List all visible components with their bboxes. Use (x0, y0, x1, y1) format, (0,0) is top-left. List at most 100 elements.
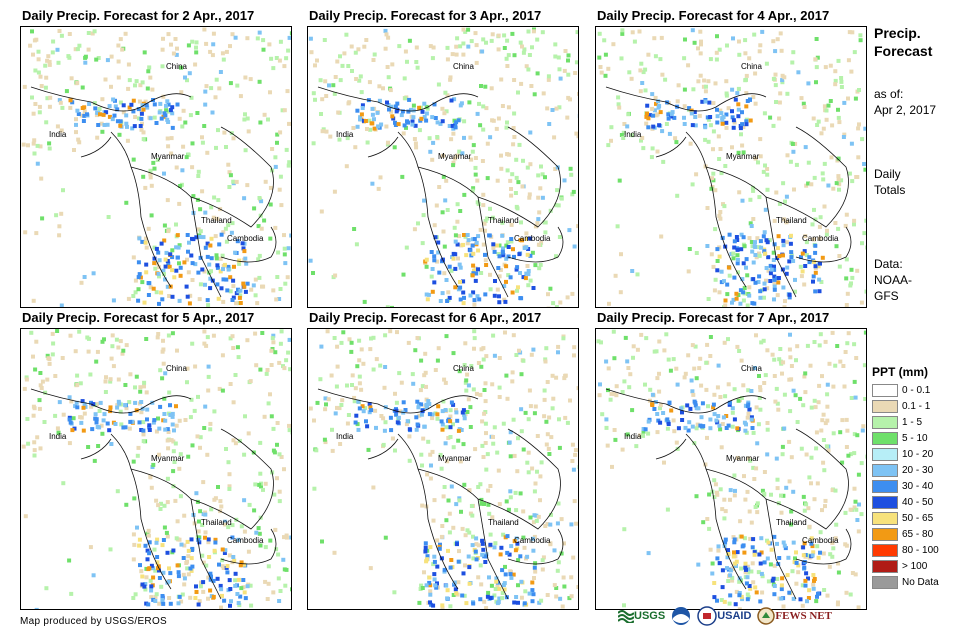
legend-swatch (872, 496, 898, 509)
legend-title-line1: Precip. (874, 25, 921, 41)
usgs-label: USGS (634, 610, 666, 622)
legend-item: 1 - 5 (872, 415, 939, 430)
thailand-label: Thailand (776, 216, 807, 225)
forecast-panel: Daily Precip. Forecast for 7 Apr., 2017 C… (595, 310, 875, 610)
legend-item: 40 - 50 (872, 495, 939, 510)
legend-label: 40 - 50 (902, 497, 934, 508)
legend-item: 0.1 - 1 (872, 399, 939, 414)
thailand-label: Thailand (776, 518, 807, 527)
cambodia-label: Cambodia (227, 234, 264, 243)
legend-swatch (872, 432, 898, 445)
thailand-label: Thailand (201, 518, 232, 527)
thailand-label: Thailand (488, 216, 519, 225)
legend-item: 65 - 80 (872, 527, 939, 542)
panel-title: Daily Precip. Forecast for 5 Apr., 2017 (22, 310, 255, 325)
totals-label: Totals (874, 183, 906, 197)
legend-label: 1 - 5 (902, 417, 923, 428)
legend-item: No Data (872, 575, 939, 590)
precip-field (597, 28, 866, 307)
china-label: China (453, 364, 474, 373)
legend-item: 30 - 40 (872, 479, 939, 494)
daily-label: Daily (874, 167, 901, 181)
precip-map: China India Myanmar Thailand Cambodia (20, 26, 292, 308)
forecast-panel: Daily Precip. Forecast for 3 Apr., 2017 C… (307, 8, 587, 308)
panel-title: Daily Precip. Forecast for 2 Apr., 2017 (22, 8, 255, 23)
precip-map: China India Myanmar Thailand Cambodia (307, 26, 579, 308)
legend-item: 20 - 30 (872, 463, 939, 478)
panel-title: Daily Precip. Forecast for 4 Apr., 2017 (597, 8, 830, 23)
forecast-panel: Daily Precip. Forecast for 6 Apr., 2017 C… (307, 310, 587, 610)
panel-title: Daily Precip. Forecast for 7 Apr., 2017 (597, 310, 830, 325)
data-source-line2: GFS (874, 289, 899, 303)
legend-swatch (872, 400, 898, 413)
legend-swatch (872, 480, 898, 493)
panel-title: Daily Precip. Forecast for 6 Apr., 2017 (309, 310, 542, 325)
china-label: China (166, 62, 187, 71)
fewsnet-label: FEWS NET (775, 610, 832, 622)
legend-label: No Data (902, 577, 939, 588)
country-boundaries (605, 86, 852, 298)
china-label: China (741, 62, 762, 71)
legend-swatch (872, 528, 898, 541)
noaa-logo (671, 606, 691, 626)
credit-text: Map produced by USGS/EROS (20, 616, 168, 627)
cambodia-label: Cambodia (514, 536, 551, 545)
daily-totals-block: Daily Totals (874, 166, 905, 198)
country-boundaries (317, 388, 564, 600)
data-label: Data: (874, 257, 903, 271)
precip-map: China India Myanmar Thailand Cambodia (595, 328, 867, 610)
legend-heading: Precip. Forecast (874, 24, 932, 60)
legend-title: PPT (mm) (872, 365, 929, 379)
cambodia-label: Cambodia (802, 536, 839, 545)
forecast-panel: Daily Precip. Forecast for 4 Apr., 2017 C… (595, 8, 875, 308)
cambodia-label: Cambodia (802, 234, 839, 243)
legend-swatch (872, 448, 898, 461)
india-label: India (624, 432, 642, 441)
agency-logos: USGS USAID FEWS NET (618, 606, 832, 626)
india-label: India (624, 130, 642, 139)
precip-field (21, 329, 291, 609)
as-of-block: as of: Apr 2, 2017 (874, 86, 936, 118)
china-label: China (741, 364, 762, 373)
country-boundaries (30, 388, 277, 600)
myanmar-label: Myanmar (726, 454, 760, 463)
china-label: China (453, 62, 474, 71)
china-label: China (166, 364, 187, 373)
myanmar-label: Myanmar (151, 454, 185, 463)
precip-field (21, 27, 291, 307)
precip-map: China India Myanmar Thailand Cambodia (307, 328, 579, 610)
as-of-label: as of: (874, 87, 904, 101)
legend-item: 80 - 100 (872, 543, 939, 558)
cambodia-label: Cambodia (514, 234, 551, 243)
india-label: India (49, 432, 67, 441)
country-boundaries (317, 86, 564, 298)
legend-swatch (872, 560, 898, 573)
legend-label: 5 - 10 (902, 433, 928, 444)
legend-item: 5 - 10 (872, 431, 939, 446)
legend-label: 20 - 30 (902, 465, 934, 476)
precip-map: China India Myanmar Thailand Cambodia (20, 328, 292, 610)
usaid-seal-icon (697, 606, 717, 626)
india-label: India (336, 432, 354, 441)
precip-map: China India Myanmar Thailand Cambodia (595, 26, 867, 308)
legend-label: 0.1 - 1 (902, 401, 931, 412)
precip-field (308, 27, 578, 307)
precip-legend: PPT (mm) 0 - 0.1 0.1 - 1 1 - 5 5 - 10 10 - 2… (872, 365, 939, 591)
legend-item: > 100 (872, 559, 939, 574)
india-label: India (336, 130, 354, 139)
usgs-wave-icon (618, 610, 634, 623)
data-source-block: Data: NOAA- GFS (874, 256, 912, 304)
data-source-line1: NOAA- (874, 273, 913, 287)
thailand-label: Thailand (201, 216, 232, 225)
thailand-label: Thailand (488, 518, 519, 527)
fewsnet-logo: FEWS NET (757, 607, 832, 625)
usaid-label: USAID (717, 610, 752, 622)
panel-title: Daily Precip. Forecast for 3 Apr., 2017 (309, 8, 542, 23)
legend-label: 80 - 100 (902, 545, 939, 556)
myanmar-label: Myanmar (438, 152, 472, 161)
legend-item: 0 - 0.1 (872, 383, 939, 398)
cambodia-label: Cambodia (227, 536, 264, 545)
legend-label: 50 - 65 (902, 513, 934, 524)
country-boundaries (30, 86, 277, 298)
legend-swatch (872, 464, 898, 477)
